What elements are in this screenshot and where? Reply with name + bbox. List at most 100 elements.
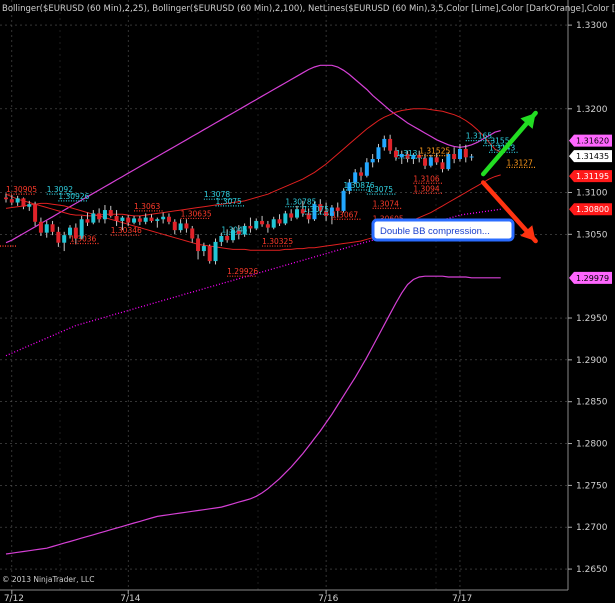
candle[interactable] [85,212,90,226]
bollinger-bands [5,64,501,555]
candle[interactable] [79,215,84,240]
candle[interactable] [143,213,148,225]
candle-body [172,221,177,231]
candle[interactable] [446,152,451,171]
candle[interactable] [15,195,20,206]
candle[interactable] [335,202,340,218]
candle-body [91,213,96,223]
candle[interactable] [265,220,270,233]
candle[interactable] [184,219,189,233]
candle[interactable] [38,217,43,236]
candle[interactable] [62,231,67,252]
candle[interactable] [423,153,428,170]
bb100-upper-band [5,64,501,244]
candle[interactable] [149,214,154,223]
candle[interactable] [4,193,8,203]
candle[interactable] [44,220,49,238]
candle[interactable] [27,200,32,211]
candle[interactable] [341,188,346,213]
candle[interactable] [132,215,137,225]
price-tag: 1.30800 [569,203,612,216]
candlesticks[interactable] [4,134,474,265]
candle[interactable] [68,225,73,239]
candle[interactable] [318,199,323,215]
candle[interactable] [120,215,125,231]
candle[interactable] [370,153,375,168]
candle[interactable] [108,205,113,218]
candle[interactable] [230,227,235,243]
candle[interactable] [347,179,352,195]
level-marker: 1.3094 [413,184,444,194]
candle[interactable] [411,153,416,165]
candle[interactable] [353,169,358,185]
candle[interactable] [463,144,468,163]
candle[interactable] [312,201,317,221]
candle[interactable] [260,215,265,227]
candle[interactable] [196,234,201,260]
price-axis[interactable]: 1.3300 1.3200 1.3100 1.3050 1.2950 1.2900 1.28… [567,0,608,590]
annotation-box[interactable]: Double BB compression... [371,218,515,242]
candle[interactable] [73,223,78,245]
price-tick-label: 1.3300 [576,21,608,31]
candle[interactable] [91,210,96,225]
candle[interactable] [33,201,38,226]
level-marker: 1.30905 [6,185,37,195]
candle[interactable] [295,205,299,220]
candle[interactable] [452,147,457,164]
candle[interactable] [248,217,253,233]
candle[interactable] [97,208,102,223]
candle[interactable] [417,150,422,163]
candle-body [225,236,230,241]
candle[interactable] [161,212,166,224]
candle[interactable] [382,135,387,151]
candle[interactable] [289,209,294,221]
candle[interactable] [277,214,282,226]
candle[interactable] [102,205,107,224]
candle[interactable] [329,205,334,225]
candle[interactable] [56,226,61,247]
candle[interactable] [190,225,195,243]
candle[interactable] [428,154,433,168]
candle[interactable] [405,150,410,163]
price-tick-label: 1.3200 [576,105,608,115]
price-tag-box [569,271,612,284]
candle-body [190,228,195,239]
candle[interactable] [126,215,131,226]
candle[interactable] [457,143,462,162]
candle-body [440,162,445,170]
candle[interactable] [172,219,177,235]
candle[interactable] [9,194,14,206]
candle-body [277,219,282,224]
candle[interactable] [21,197,26,210]
candle[interactable] [440,159,445,173]
candle[interactable] [50,220,55,236]
candle[interactable] [388,134,393,154]
candle[interactable] [207,244,212,264]
candle[interactable] [434,153,439,165]
level-label: 1.3063 [134,202,160,211]
candle[interactable] [254,218,259,231]
candle[interactable] [155,217,160,228]
price-tick-label: 1.2700 [576,523,608,533]
candle[interactable] [236,225,241,240]
candle[interactable] [306,208,311,224]
candle[interactable] [469,153,474,161]
candle[interactable] [399,150,404,165]
candle[interactable] [225,229,230,243]
candle[interactable] [166,213,171,225]
candle[interactable] [114,210,119,226]
candle[interactable] [359,167,364,181]
level-label: 1.3036 [70,235,96,244]
candle[interactable] [201,242,206,257]
time-axis[interactable]: 7/12 7/14 7/16 7/17 [0,589,568,603]
candle[interactable] [376,143,381,163]
candle[interactable] [213,238,218,265]
candle[interactable] [364,158,369,178]
candle[interactable] [137,215,142,226]
candle[interactable] [178,219,183,233]
candle[interactable] [271,216,276,230]
level-label: 1.30876 [344,181,375,190]
candle[interactable] [324,202,329,221]
candle[interactable] [283,210,288,226]
